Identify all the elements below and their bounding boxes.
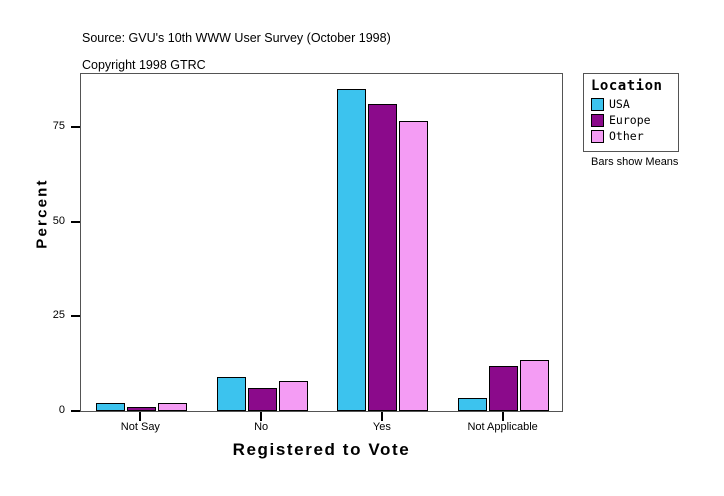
bar-other bbox=[520, 359, 550, 411]
x-tick-label: Not Say bbox=[120, 421, 160, 433]
bar-usa bbox=[458, 397, 488, 411]
y-tick-label: 25 bbox=[52, 309, 65, 322]
x-tick-mark bbox=[260, 412, 263, 421]
bar-other bbox=[157, 403, 187, 411]
legend-rows: USA Europe Other bbox=[591, 97, 672, 144]
x-tick-label: No bbox=[254, 421, 269, 433]
bar-group bbox=[458, 74, 550, 411]
source-note: Source: GVU's 10th WWW User Survey (Octo… bbox=[82, 31, 391, 45]
bar-group bbox=[337, 74, 429, 411]
legend-swatch-icon bbox=[591, 130, 604, 143]
legend-label: Europe bbox=[609, 112, 651, 127]
y-tick-mark bbox=[71, 220, 80, 223]
bar-other bbox=[399, 121, 429, 411]
plot-frame bbox=[80, 73, 563, 412]
y-tick-mark bbox=[71, 410, 80, 412]
legend-label: Other bbox=[609, 128, 644, 143]
x-tick-mark bbox=[139, 412, 142, 421]
bar-usa bbox=[337, 89, 367, 411]
bar-usa bbox=[216, 376, 246, 411]
bar-europe bbox=[126, 407, 156, 411]
bar-europe bbox=[368, 104, 398, 411]
y-tick-label: 0 bbox=[58, 404, 65, 416]
x-tick-label: Yes bbox=[372, 421, 391, 433]
x-axis-title: Registered to Vote bbox=[232, 440, 411, 459]
legend-label: USA bbox=[609, 96, 630, 111]
legend-footnote: Bars show Means bbox=[591, 156, 679, 168]
bar-europe bbox=[489, 365, 519, 411]
x-tick-mark bbox=[501, 412, 504, 421]
x-tick-label: Not Applicable bbox=[467, 421, 538, 433]
legend-item-europe: Europe bbox=[591, 113, 672, 128]
bar-group bbox=[95, 74, 187, 411]
legend: Location USA Europe Other bbox=[583, 73, 679, 152]
bar-other bbox=[278, 380, 308, 411]
bar-europe bbox=[247, 388, 277, 411]
legend-title: Location bbox=[591, 78, 663, 94]
legend-item-usa: USA bbox=[591, 97, 672, 112]
x-tick-mark bbox=[380, 412, 383, 421]
legend-item-other: Other bbox=[591, 129, 672, 144]
y-tick-label: 50 bbox=[52, 214, 65, 227]
y-axis: 0 25 50 75 bbox=[0, 0, 80, 496]
bar-group bbox=[216, 74, 308, 411]
y-tick-label: 75 bbox=[52, 120, 65, 132]
y-axis-title: Percent bbox=[33, 178, 51, 249]
plot-area bbox=[81, 74, 562, 411]
legend-swatch-icon bbox=[591, 114, 604, 127]
bar-usa bbox=[95, 403, 125, 411]
y-tick-mark bbox=[71, 315, 80, 318]
y-tick-mark bbox=[71, 126, 80, 128]
legend-swatch-icon bbox=[591, 98, 604, 111]
copyright-note: Copyright 1998 GTRC bbox=[82, 58, 206, 72]
